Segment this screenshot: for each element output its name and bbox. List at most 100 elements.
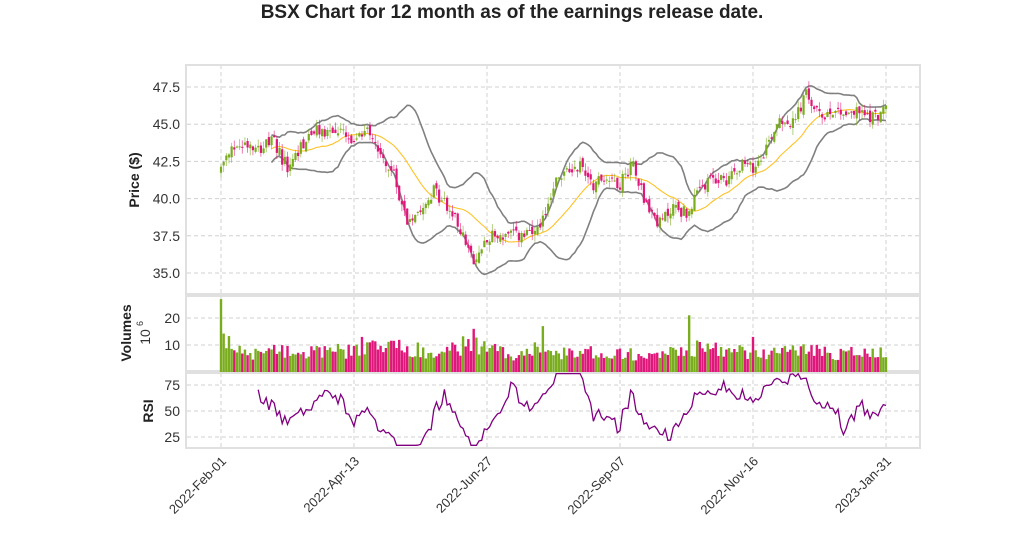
volume-bar [725,349,728,372]
candle-body [488,241,491,245]
candle-body [807,88,810,100]
volume-bar [461,336,465,372]
volume-bar [730,352,733,372]
volume-bar [432,357,435,372]
volume-bar [562,347,566,372]
volume-bar [360,336,364,372]
volume-bar [858,355,861,372]
volume-bar [820,355,824,372]
volume-bar [714,342,717,372]
candle-body [757,160,760,167]
volume-bar [493,343,497,372]
volume-bar [408,356,412,372]
volume-bar [823,346,827,372]
volume-bar [778,353,781,372]
candle-body [459,229,462,235]
candle-body [318,125,321,135]
volume-bar [445,346,449,372]
y-tick-label: 35.0 [153,265,180,281]
candle-body [278,147,281,155]
volume-bar [733,348,736,372]
volume-bar [693,356,696,372]
volume-bar [541,326,545,372]
volume-bar [296,352,300,372]
candle-body [855,107,858,119]
volume-bar [648,353,651,372]
candle-body [805,89,808,95]
candle-body [259,145,262,153]
candle-body [339,128,342,130]
y-tick-label: 25 [164,429,180,445]
volume-bar [302,352,305,372]
candle-body [249,144,252,149]
volume-bar [637,353,640,372]
candle-body [879,111,882,123]
volume-bar [451,342,454,372]
volume-bar [749,352,752,372]
volume-bar [480,346,483,372]
candle-body [536,226,539,235]
candle-body [632,161,635,167]
volume-bar [259,351,263,372]
volume-bar [286,345,289,372]
candle-body [523,233,526,237]
volume-bar [855,355,858,372]
volume-bar [770,350,773,372]
candle-body [395,168,398,188]
volume-bar [613,355,616,372]
y-tick-label: 50 [164,403,180,419]
candle-body [837,107,840,110]
candle-body [344,132,348,137]
candle-body [645,199,648,203]
volume-bar [477,354,481,372]
candle-body [712,175,715,178]
candle-body [283,156,286,165]
candle-body [696,190,699,194]
candle-body [406,208,409,225]
candle-body [608,180,611,182]
candle-body [616,177,619,189]
volume-bar [523,355,526,372]
candle-body [751,163,755,173]
candle-body [414,214,417,223]
candle-body [688,211,691,216]
rsi-line [257,372,887,446]
volume-bar [368,342,372,372]
volume-bar [576,356,579,372]
candle-body [685,208,688,218]
candle-body [860,110,864,113]
candle-body [693,194,696,211]
volume-bar [539,352,542,372]
volume-bar [839,348,842,372]
volume-bar [265,350,268,372]
candle-body [656,214,659,227]
volume-bar [754,350,757,372]
candle-body [246,141,249,148]
candle-body [262,148,265,154]
volume-bar [491,345,494,372]
candle-body [440,200,443,202]
volume-bar [818,348,821,372]
candle-body [778,118,781,128]
volume-bar [273,344,276,372]
volume-bar [570,350,574,372]
candle-body [850,111,853,113]
candle-body [597,176,600,185]
candle-body [741,160,744,171]
candle-body [390,166,393,171]
x-tick-label: 2023-Jan-31 [832,454,894,516]
candle-body [847,112,850,114]
volume-bar [230,348,233,372]
volume-bar [334,351,337,372]
candle-body [520,233,523,243]
candle-body [863,110,866,116]
volume-bar [336,343,340,372]
candle-body [722,176,725,179]
volume-bar [706,343,709,372]
volume-bar [294,354,297,372]
candle-body [299,142,302,154]
volume-bar [453,344,457,372]
candle-body [496,235,499,239]
candle-body [852,110,856,115]
volume-bar [751,336,755,372]
